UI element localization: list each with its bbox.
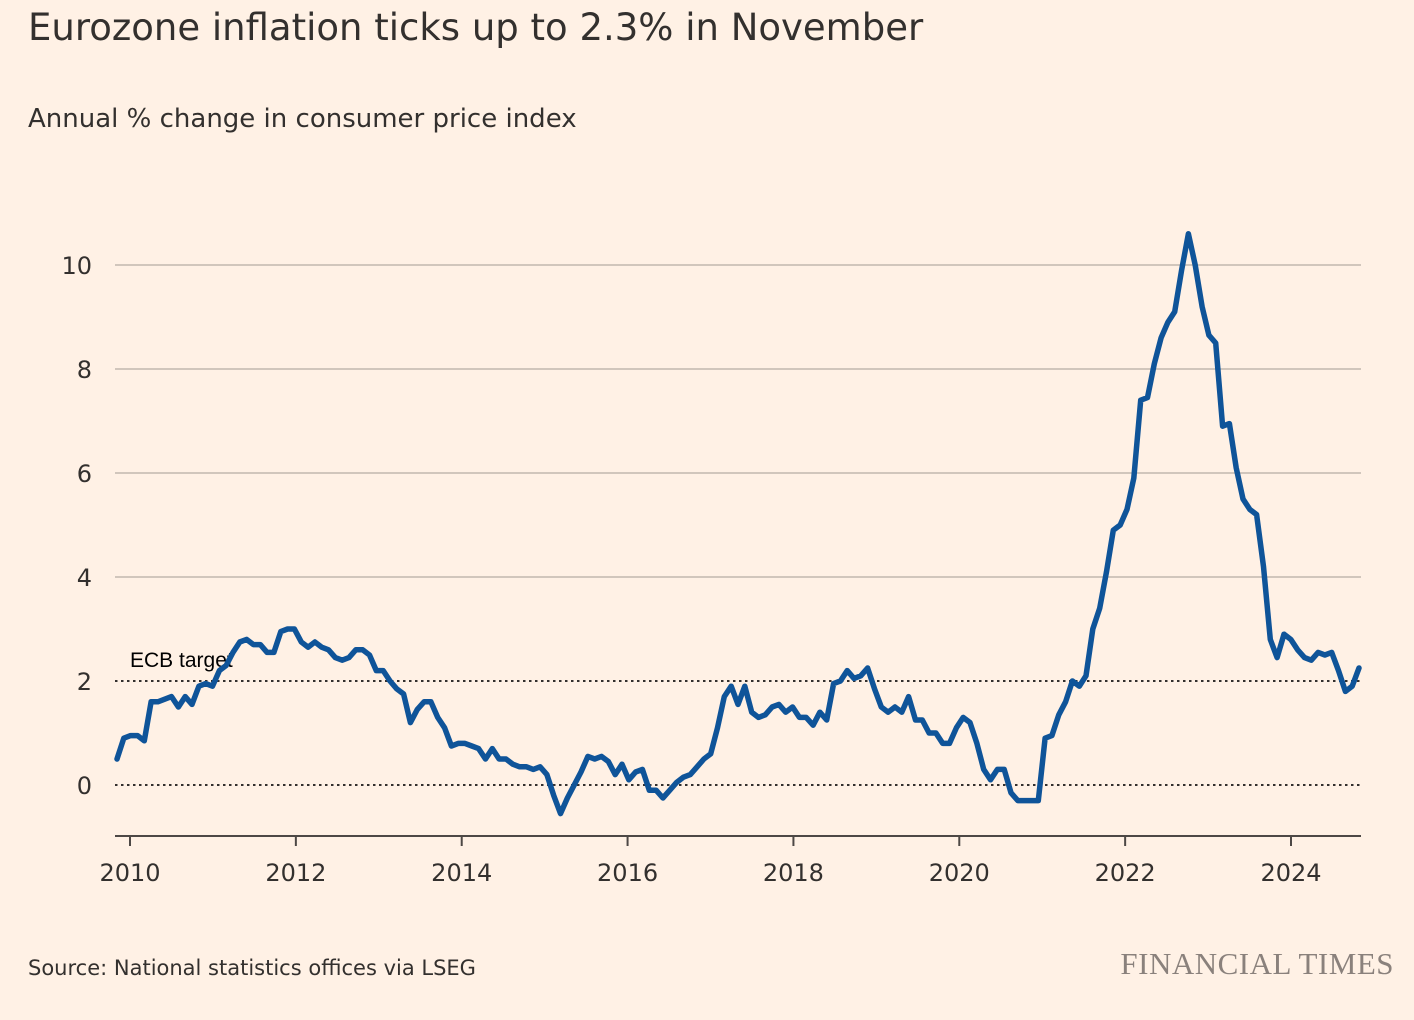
chart-subtitle: Annual % change in consumer price index — [28, 104, 577, 134]
x-tick-label: 2014 — [431, 859, 492, 887]
y-tick-label: 0 — [77, 772, 92, 800]
reference-label: ECB target — [130, 649, 233, 672]
y-tick-label: 8 — [77, 356, 92, 384]
source-note: Source: National statistics offices via … — [28, 956, 476, 980]
x-tick-label: 2016 — [597, 859, 658, 887]
y-tick-label: 10 — [61, 252, 92, 280]
y-tick-label: 6 — [77, 460, 92, 488]
x-tick-label: 2022 — [1095, 859, 1156, 887]
brand-logo: FINANCIAL TIMES — [1120, 946, 1394, 981]
x-tick-label: 2018 — [763, 859, 824, 887]
chart-title: Eurozone inflation ticks up to 2.3% in N… — [28, 6, 924, 49]
x-tick-label: 2024 — [1260, 859, 1321, 887]
y-tick-label: 4 — [77, 564, 92, 592]
x-tick-label: 2020 — [929, 859, 990, 887]
x-tick-label: 2010 — [99, 859, 160, 887]
x-tick-label: 2012 — [265, 859, 326, 887]
series-line-0 — [114, 231, 1362, 817]
y-tick-label: 2 — [77, 668, 92, 696]
